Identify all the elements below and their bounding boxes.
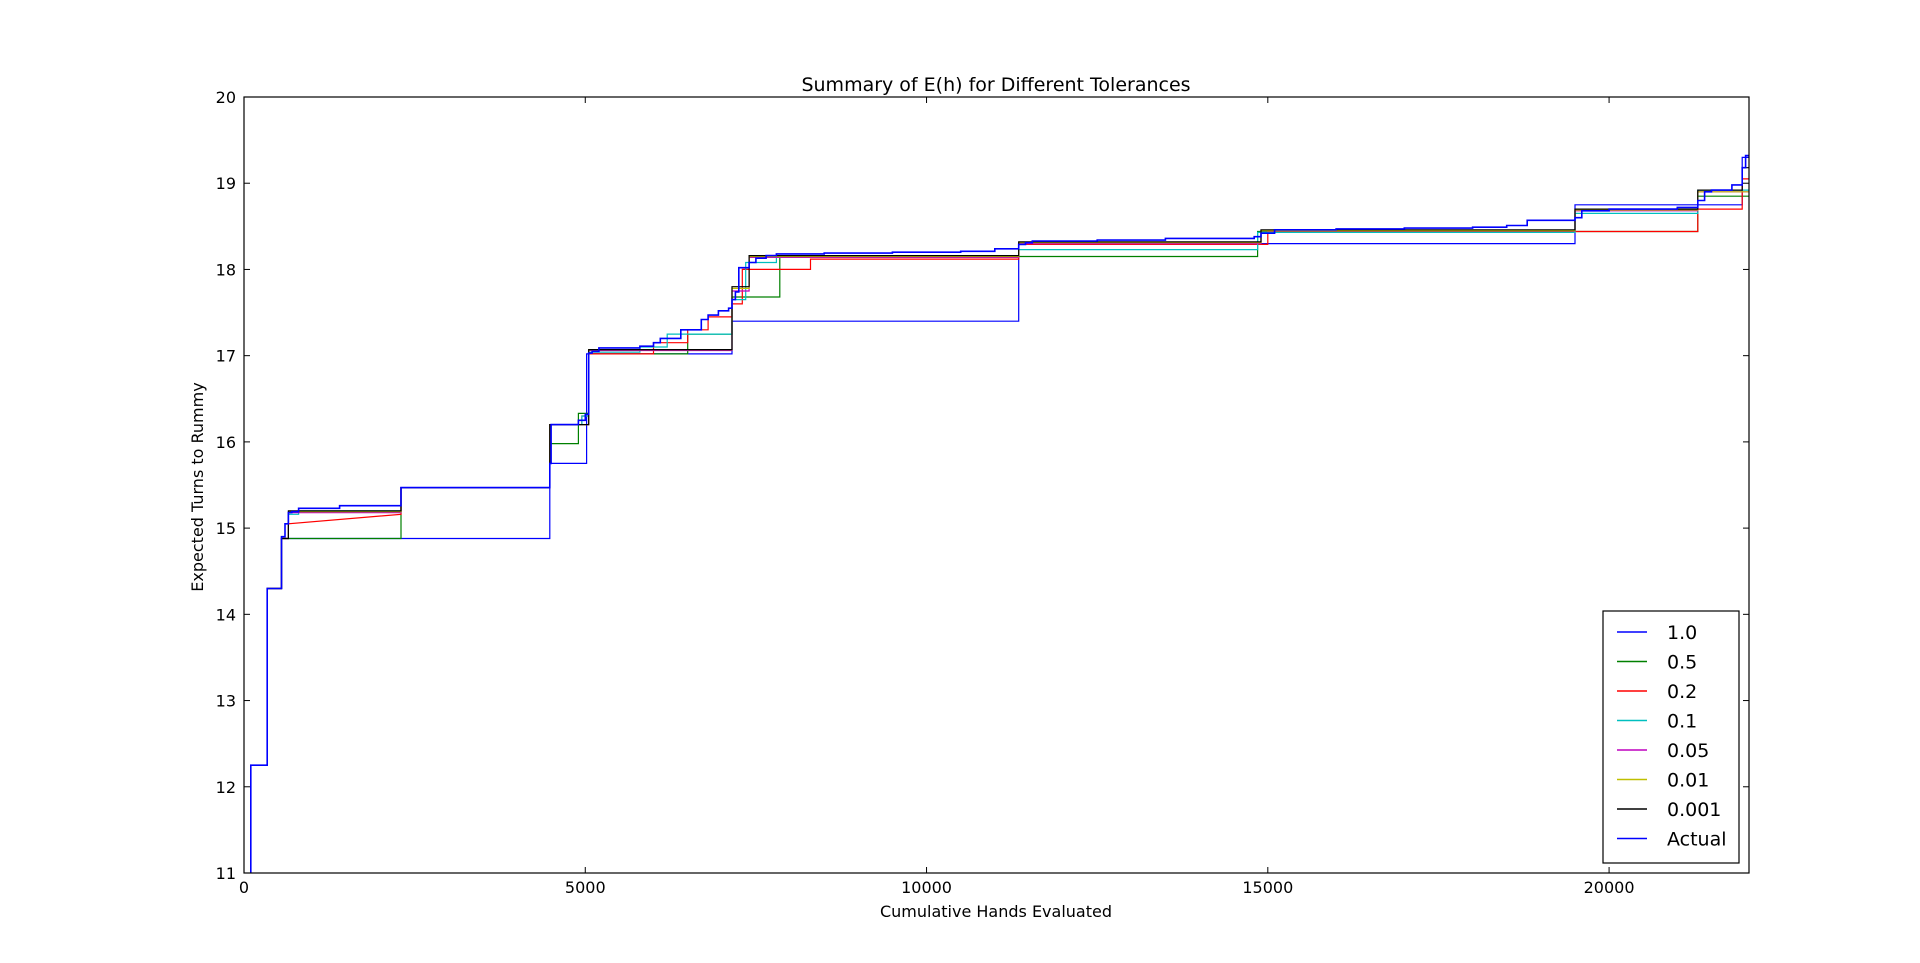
plot-frame [243,96,1750,874]
x-tick-label: 20000 [1584,878,1635,897]
y-tick-label: 15 [216,519,236,538]
x-axis-label: Cumulative Hands Evaluated [880,902,1112,921]
series-layer [250,154,1749,873]
x-tick-label: 0 [239,878,249,897]
tick-layer: 0 5000 10000 15000 20000 11 12 13 14 15 16 17 18 19 20 [216,88,1749,897]
legend-label: 0.2 [1667,681,1697,703]
legend: 1.0 0.5 0.2 0.1 0.05 0.01 0.001 Actual [1602,610,1740,864]
legend-label: 0.01 [1667,770,1709,792]
y-tick-label: 18 [216,260,236,279]
legend-label: 0.5 [1667,652,1697,674]
x-tick-label: 5000 [565,878,606,897]
y-tick-label: 13 [216,692,236,711]
y-axis-label: Expected Turns to Rummy [188,382,207,591]
legend-label: 0.1 [1667,711,1697,733]
y-tick-label: 11 [216,864,236,883]
y-tick-label: 12 [216,778,236,797]
x-tick-label: 15000 [1242,878,1293,897]
legend-label: 0.05 [1667,740,1709,762]
legend-label: Actual [1667,829,1727,851]
legend-label: 1.0 [1667,622,1697,644]
series-line-actual [250,154,1749,873]
legend-frame [1602,610,1740,864]
chart-title: Summary of E(h) for Different Tolerances [801,74,1190,96]
y-tick-label: 20 [216,88,236,107]
y-tick-label: 16 [216,433,236,452]
legend-label: 0.001 [1667,799,1721,821]
y-tick-label: 14 [216,605,236,624]
y-tick-label: 17 [216,347,236,366]
x-tick-label: 10000 [901,878,952,897]
y-tick-label: 19 [216,174,236,193]
